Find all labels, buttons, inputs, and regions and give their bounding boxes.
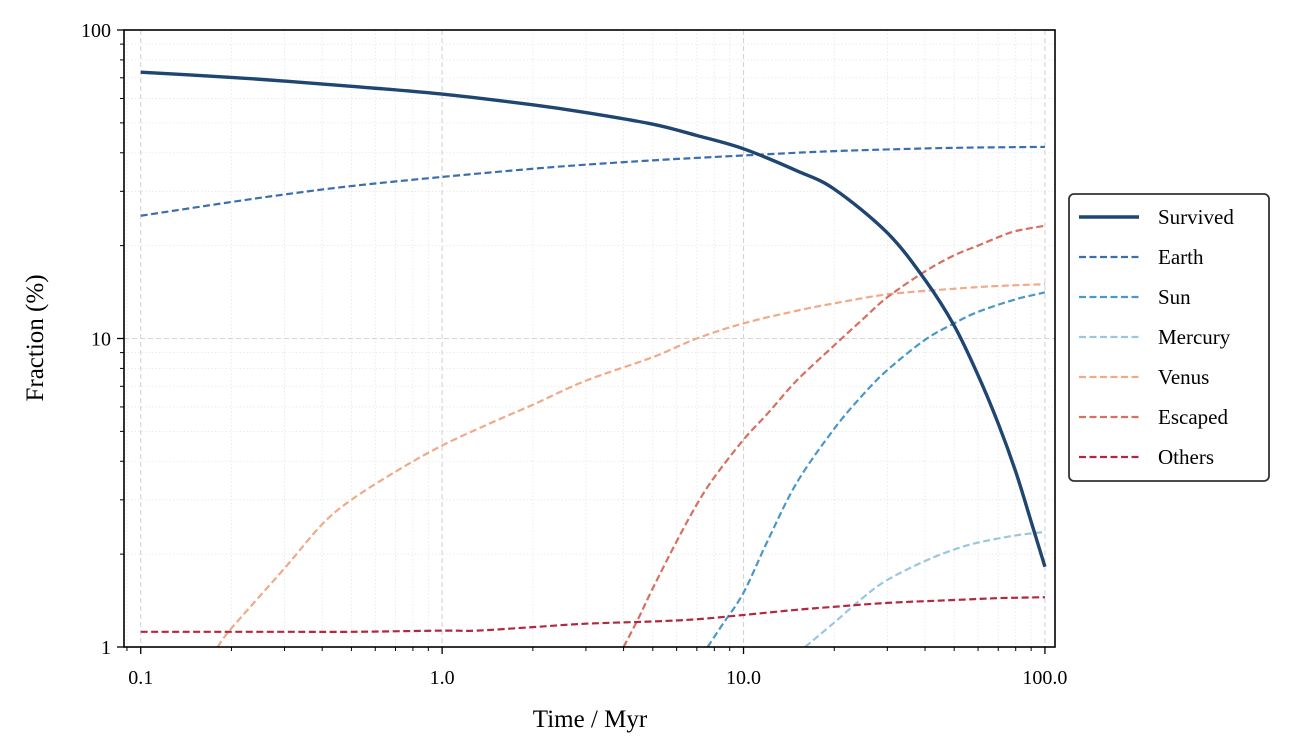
axis-ticks [117,29,1046,654]
series-line-escaped [622,224,1046,647]
legend-frame [1068,193,1270,482]
series-line-earth [140,145,1045,217]
legend: Survived Earth Sun Mercury Venus Escaped Other… [1068,193,1270,482]
legend-label-earth: Earth [1158,245,1204,269]
series-group [140,70,1047,647]
series-line-venus [216,283,1045,647]
series-line-sun [706,291,1046,647]
x-tick-label: 1.0 [430,667,455,689]
series-line-others [140,596,1045,634]
y-tick-label: 100 [81,20,111,42]
y-tick-label: 10 [91,329,111,351]
legend-label-sun: Sun [1158,285,1191,309]
x-tick-label: 100.0 [1022,667,1067,689]
legend-label-escaped: Escaped [1158,405,1228,429]
x-tick-labels: 0.1 1.0 10.0 100.0 [128,667,1067,689]
legend-label-survived: Survived [1158,205,1234,229]
legend-label-mercury: Mercury [1158,325,1231,349]
series-line-survived [140,70,1047,568]
legend-label-others: Others [1158,445,1214,469]
y-tick-label: 1 [101,637,111,659]
x-axis-label: Time / Myr [533,706,648,733]
x-tick-label: 10.0 [726,667,761,689]
legend-label-venus: Venus [1158,365,1209,389]
y-axis-label: Fraction (%) [22,274,49,401]
x-tick-label: 0.1 [128,667,153,689]
series-line-mercury [804,530,1046,647]
y-tick-labels: 1 10 100 [81,20,111,659]
